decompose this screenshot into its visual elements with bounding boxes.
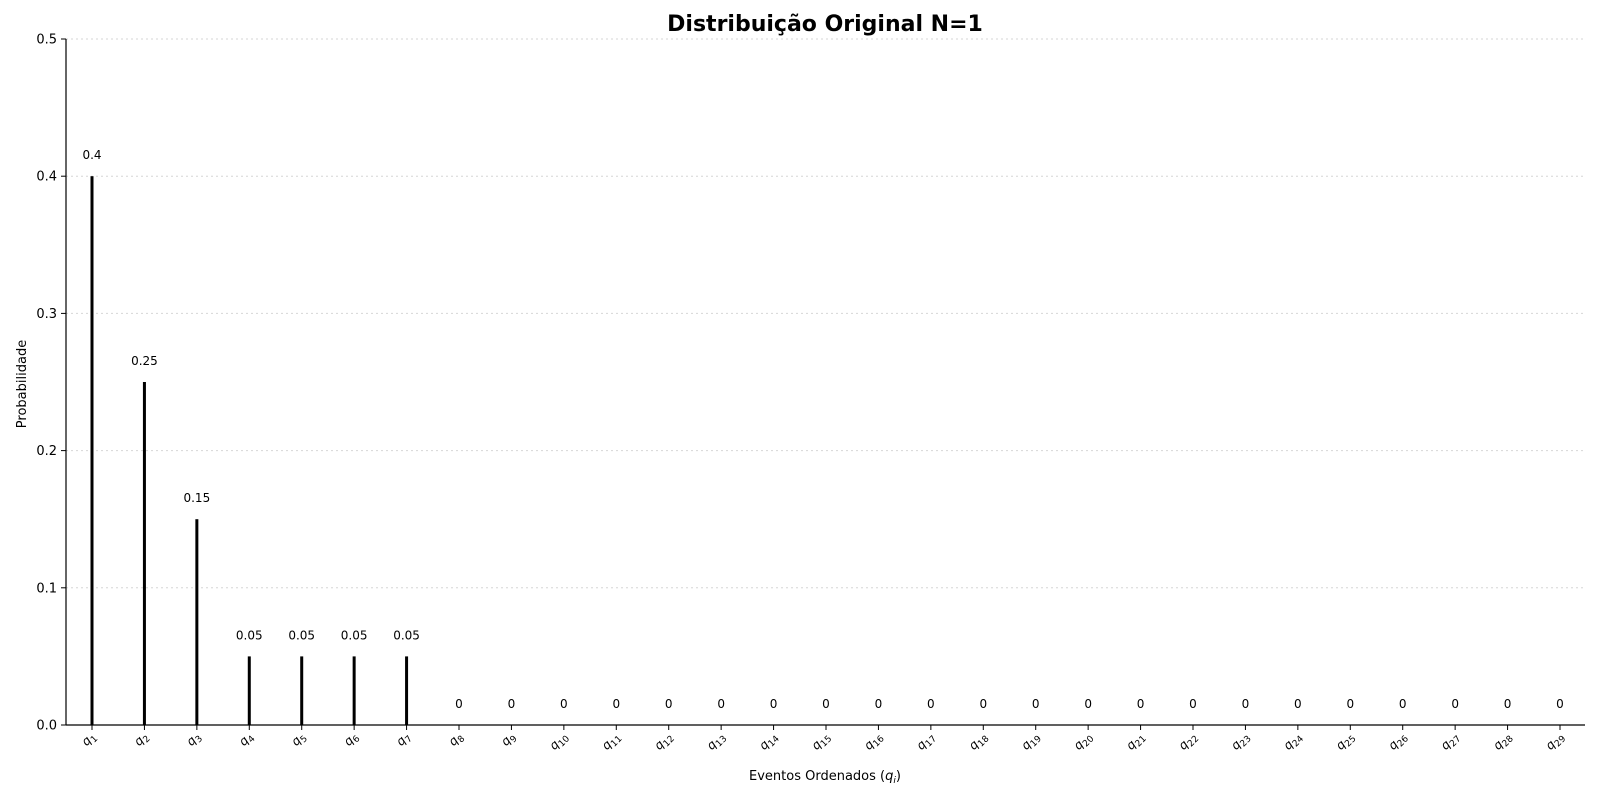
bar-value-label: 0 — [1294, 697, 1302, 711]
bar-value-label: 0 — [1346, 697, 1354, 711]
bar-value-label: 0.05 — [341, 628, 368, 642]
x-tick-label: q20 — [1071, 729, 1097, 755]
bar-value-label: 0 — [927, 697, 935, 711]
x-tick-label: q12 — [651, 729, 677, 755]
x-tick-label: q6 — [341, 729, 363, 751]
x-tick-label: q13 — [704, 729, 730, 755]
x-tick-label: q1 — [79, 729, 100, 750]
bar-value-label: 0.05 — [393, 628, 420, 642]
bar — [300, 656, 304, 725]
y-axis-label: Probabilidade — [15, 340, 30, 428]
x-tick-label: q28 — [1490, 729, 1516, 755]
x-tick-label: q24 — [1281, 729, 1307, 755]
axes — [65, 39, 1585, 726]
bar — [90, 176, 94, 725]
bar-value-label: 0 — [979, 697, 987, 711]
bar-value-label: 0 — [1451, 697, 1459, 711]
x-tick-label: q25 — [1333, 729, 1359, 755]
bar-value-label: 0.05 — [288, 628, 315, 642]
bar-value-label: 0 — [1504, 697, 1512, 711]
bar-value-label: 0 — [1556, 697, 1564, 711]
x-tick-label: q8 — [446, 729, 468, 751]
bar-value-label: 0 — [508, 697, 516, 711]
x-tick-label: q27 — [1438, 729, 1464, 755]
x-tick-label: q14 — [756, 729, 782, 755]
x-tick-label: q19 — [1018, 729, 1044, 755]
bar-value-label: 0 — [770, 697, 778, 711]
bar-value-label: 0.25 — [131, 354, 158, 368]
x-tick-label: q23 — [1228, 729, 1254, 755]
bar-value-label: 0 — [560, 697, 568, 711]
x-tick-label: q16 — [861, 729, 887, 755]
bar-value-label: 0 — [1084, 697, 1092, 711]
x-tick-label: q21 — [1123, 729, 1149, 755]
x-tick-label: q7 — [393, 729, 414, 750]
bar-value-label: 0 — [1137, 697, 1145, 711]
x-tick-label: q9 — [498, 729, 520, 751]
bar-value-label: 0.4 — [82, 148, 101, 162]
y-tick-label: 0.2 — [36, 444, 57, 459]
bar-value-label: 0 — [1189, 697, 1197, 711]
y-tick-label: 0.1 — [36, 581, 57, 596]
y-tick-label: 0.0 — [36, 719, 57, 734]
x-tick-label: q11 — [599, 729, 625, 755]
x-tick-label: q17 — [914, 729, 940, 755]
y-tick-label: 0.3 — [36, 307, 57, 322]
bar-value-label: 0 — [875, 697, 883, 711]
bar — [195, 519, 199, 725]
bar-value-label: 0 — [717, 697, 725, 711]
bars — [90, 176, 409, 725]
bar — [352, 656, 356, 725]
x-ticks: q1 q2 q3 q4 q5 q6 q7 q8 q9 q10 q11 q12 q13 q14 q15 q16 q… — [79, 725, 1569, 755]
chart-title: Distribuição Original N=1 — [667, 12, 983, 37]
x-tick-label: q29 — [1543, 729, 1569, 755]
bar-value-label: 0 — [1242, 697, 1250, 711]
x-tick-label: q18 — [966, 729, 992, 755]
x-tick-label: q15 — [809, 729, 835, 755]
x-axis-label: Eventos Ordenados (qi) — [749, 769, 901, 786]
y-tick-label: 0.4 — [36, 170, 57, 185]
x-tick-label: q10 — [547, 729, 573, 755]
bar-value-label: 0 — [665, 697, 673, 711]
x-tick-label: q22 — [1176, 729, 1202, 755]
bar-value-label: 0 — [612, 697, 620, 711]
y-tick-label: 0.5 — [36, 33, 57, 48]
bar — [247, 656, 251, 725]
value-labels: 0.4 0.25 0.15 0.05 0.05 0.05 0.05 0 0 0 0 0 0 0 0 0 0 0 0 0… — [82, 148, 1563, 711]
bar-value-label: 0 — [1032, 697, 1040, 711]
x-tick-label: q2 — [131, 729, 152, 750]
x-tick-label: q26 — [1385, 729, 1411, 755]
y-ticks: 0.0 0.1 0.2 0.3 0.4 0.5 — [36, 33, 66, 734]
bar-value-label: 0 — [455, 697, 463, 711]
x-tick-label: q5 — [288, 729, 309, 750]
bar-value-label: 0 — [822, 697, 830, 711]
bar-value-label: 0.05 — [236, 628, 263, 642]
x-tick-label: q3 — [184, 729, 205, 750]
bar-value-label: 0 — [1399, 697, 1407, 711]
bar-value-label: 0.15 — [183, 491, 210, 505]
grid-lines — [66, 38, 1585, 589]
bar — [142, 382, 146, 725]
x-tick-label: q4 — [236, 729, 258, 751]
bar — [405, 656, 409, 725]
